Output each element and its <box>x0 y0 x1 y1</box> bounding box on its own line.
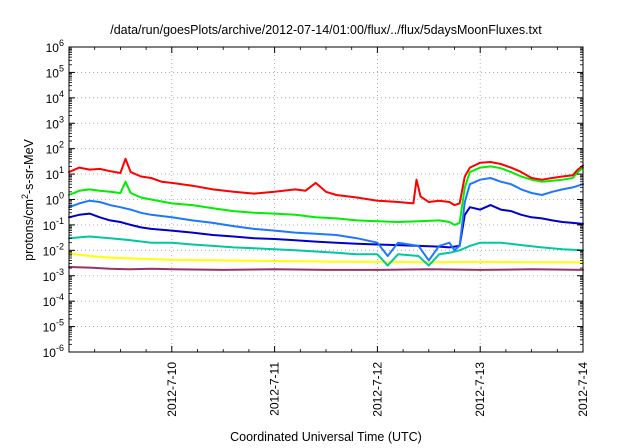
series-line <box>68 266 584 271</box>
y-axis-title: protons/cm2-s-sr-MeV <box>20 138 36 260</box>
chart-title: /data/run/goesPlots/archive/2012-07-14/0… <box>110 23 542 37</box>
y-tick-label: 102 <box>46 140 64 157</box>
x-axis-title: Coordinated Universal Time (UTC) <box>230 430 422 444</box>
y-tick-label: 10-1 <box>43 216 64 233</box>
series-line <box>68 235 584 267</box>
y-tick-label: 10-6 <box>43 343 64 360</box>
x-tick-label: 2012-7-14 <box>576 362 590 417</box>
grid-lines <box>69 47 583 352</box>
y-tick-label: 10-2 <box>43 241 64 258</box>
y-axis: 10-6 10-5 10-4 10-3 10-2 10-1 100 101 102 103 104 1… <box>43 38 583 360</box>
y-tick-label: 10-3 <box>43 267 64 284</box>
x-axis: 2012-7-10 2012-7-11 2012-7-12 2012-7-13 2012… <box>94 47 590 417</box>
series-line <box>68 204 584 249</box>
x-tick-label: 2012-7-10 <box>165 362 179 417</box>
y-tick-label: 104 <box>46 89 64 106</box>
y-tick-label: 100 <box>46 191 64 208</box>
series-line <box>68 177 584 262</box>
series-line <box>68 252 584 264</box>
series-line <box>68 165 584 226</box>
y-tick-label: 101 <box>46 165 64 182</box>
series-layer <box>68 157 584 271</box>
series-line <box>68 157 584 207</box>
y-tick-label: 103 <box>46 114 64 131</box>
x-tick-label: 2012-7-13 <box>473 362 487 417</box>
y-axis-title-rest: -s-sr-MeV <box>22 138 36 194</box>
x-tick-label: 2012-7-11 <box>268 362 282 416</box>
y-tick-label: 106 <box>46 38 64 55</box>
x-tick-label: 2012-7-12 <box>370 362 384 417</box>
y-tick-label: 10-5 <box>43 318 64 335</box>
y-axis-title-main: protons/cm <box>22 199 36 261</box>
y-axis-title-sup: 2 <box>20 194 30 199</box>
y-tick-label: 105 <box>46 63 64 80</box>
y-tick-label: 10-4 <box>43 292 64 309</box>
